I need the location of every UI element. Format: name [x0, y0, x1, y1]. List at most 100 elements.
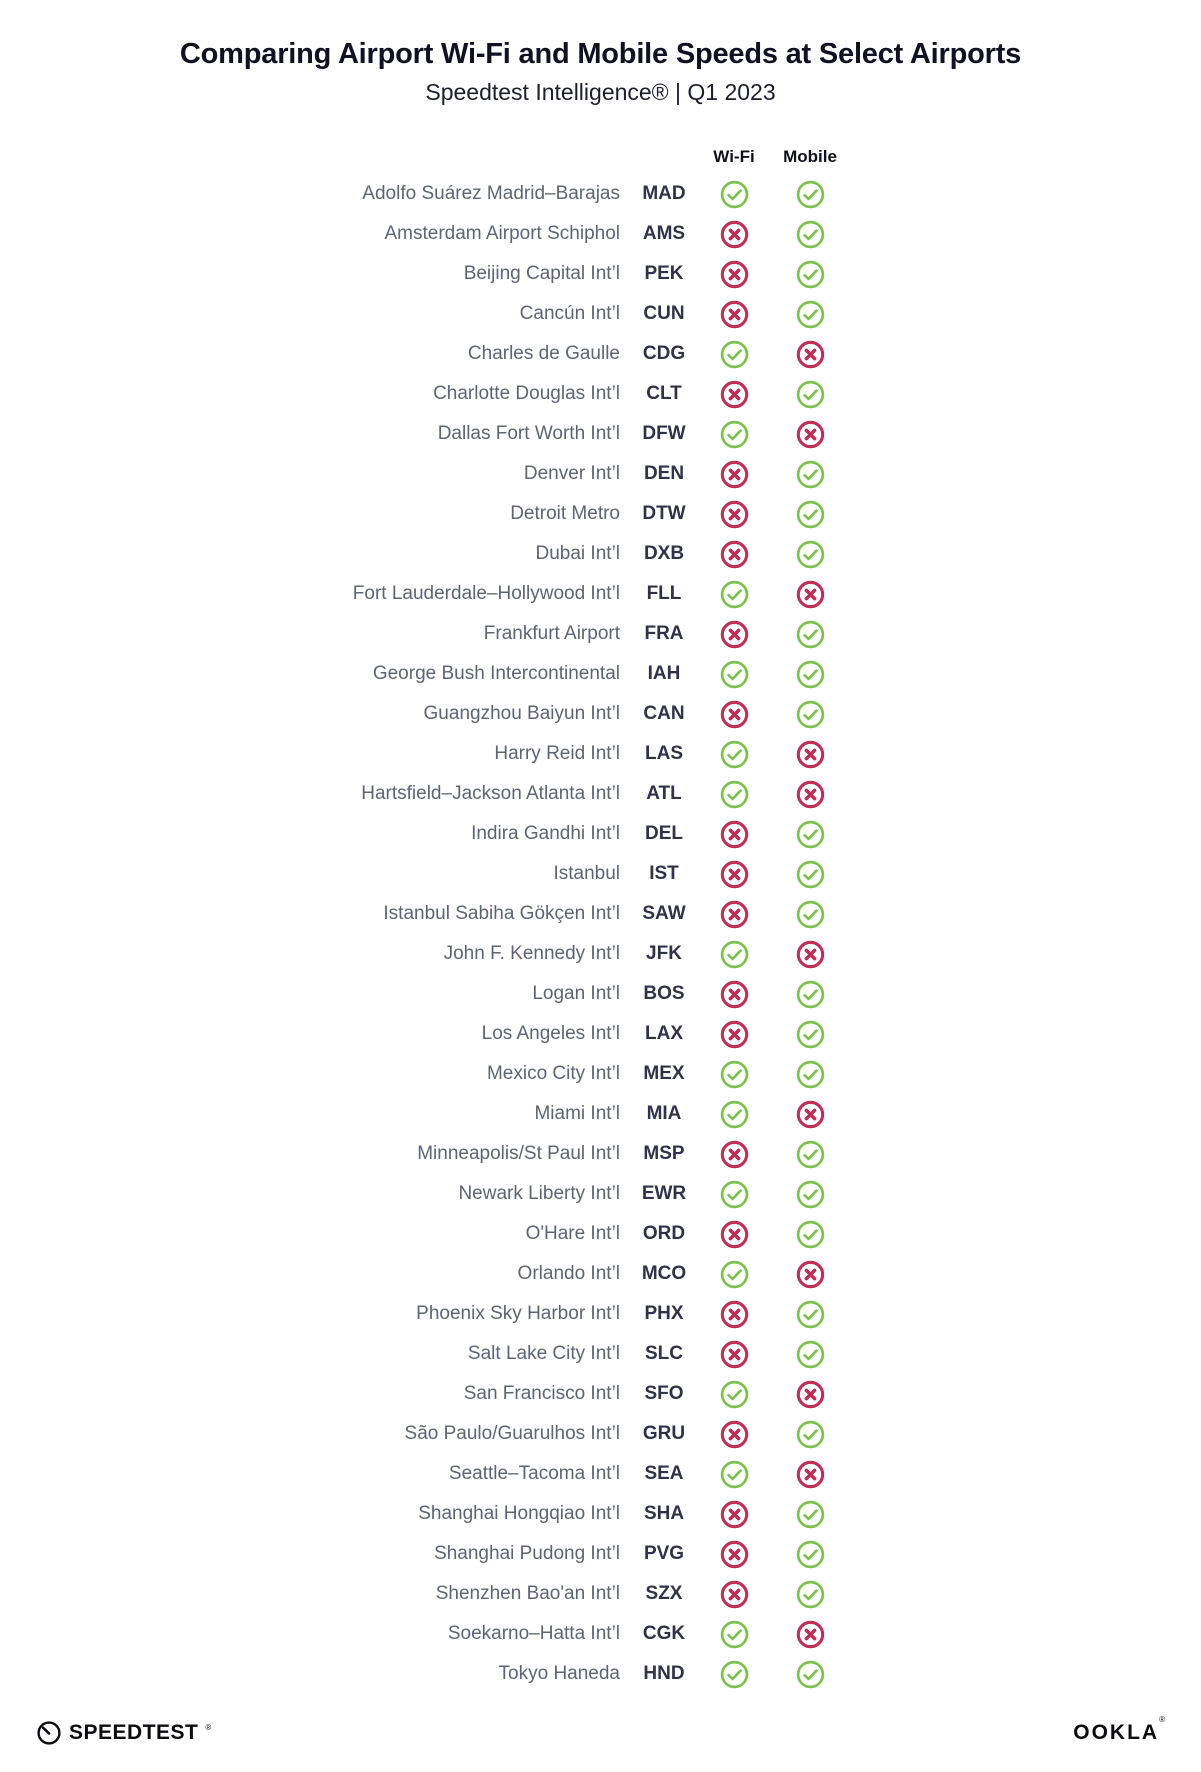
airport-code: SAW [642, 903, 686, 924]
mobile-status-cell [760, 540, 860, 569]
wifi-status-cell [708, 1180, 760, 1209]
airport-code: MEX [643, 1063, 685, 1084]
table-row: Mexico City Int’l MEX [0, 1054, 1201, 1094]
mobile-check-circle-icon [796, 1660, 824, 1688]
table-row: Denver Int’l DEN [0, 454, 1201, 494]
wifi-status-cell [708, 580, 760, 609]
speedtest-trademark: ® [205, 1722, 212, 1732]
wifi-x-circle-icon [720, 700, 748, 728]
airport-name: Shanghai Hongqiao Int’l [418, 1503, 620, 1524]
airport-name: Minneapolis/St Paul Int’l [417, 1143, 620, 1164]
airport-name: Indira Gandhi Int’l [471, 823, 620, 844]
mobile-status-cell [760, 1100, 860, 1129]
ookla-logo: OOKLA® [1073, 1715, 1165, 1745]
mobile-status-cell [760, 620, 860, 649]
table-row: Harry Reid Int’l LAS [0, 734, 1201, 774]
speedtest-wordmark: SPEEDTEST [69, 1721, 199, 1744]
mobile-status-cell [760, 1540, 860, 1569]
airport-code: PVG [643, 1543, 685, 1564]
table-row: Soekarno–Hatta Int’l CGK [0, 1614, 1201, 1654]
airport-name: Salt Lake City Int’l [467, 1343, 620, 1364]
mobile-check-circle-icon [796, 540, 824, 568]
wifi-status-cell [708, 500, 760, 529]
wifi-status-cell [708, 740, 760, 769]
airport-name: Amsterdam Airport Schiphol [384, 223, 621, 244]
table-row: Amsterdam Airport Schiphol AMS [0, 214, 1201, 254]
wifi-status-cell [708, 1500, 760, 1529]
table-row: Detroit Metro DTW [0, 494, 1201, 534]
airport-code: BOS [643, 983, 685, 1004]
table-row: Tokyo Haneda HND [0, 1654, 1201, 1694]
airport-code: SLC [645, 1343, 683, 1364]
mobile-check-circle-icon [796, 700, 824, 728]
wifi-status-cell [708, 220, 760, 249]
airport-name: Istanbul [553, 863, 620, 884]
airport-code: CDG [642, 343, 686, 364]
airport-name: Soekarno–Hatta Int’l [447, 1623, 620, 1644]
wifi-check-circle-icon [720, 340, 748, 368]
airport-name: John F. Kennedy Int’l [443, 943, 620, 964]
mobile-check-circle-icon [796, 460, 824, 488]
mobile-check-circle-icon [796, 900, 824, 928]
mobile-check-circle-icon [796, 1180, 824, 1208]
table-row: Salt Lake City Int’l SLC [0, 1334, 1201, 1374]
airport-name: Denver Int’l [523, 463, 620, 484]
table-row: Istanbul Sabiha Gökçen Int’l SAW [0, 894, 1201, 934]
mobile-x-circle-icon [796, 340, 824, 368]
mobile-x-circle-icon [796, 580, 824, 608]
wifi-x-circle-icon [720, 900, 748, 928]
mobile-status-cell [760, 340, 860, 369]
airport-code: ATL [646, 783, 682, 804]
table-row: São Paulo/Guarulhos Int’l GRU [0, 1414, 1201, 1454]
mobile-status-cell [760, 1180, 860, 1209]
wifi-status-cell [708, 380, 760, 409]
airport-code: EWR [641, 1183, 687, 1204]
wifi-x-circle-icon [720, 1540, 748, 1568]
wifi-x-circle-icon [720, 860, 748, 888]
wifi-x-circle-icon [720, 1340, 748, 1368]
wifi-check-circle-icon [720, 740, 748, 768]
mobile-x-circle-icon [796, 420, 824, 448]
airport-name: San Francisco Int’l [463, 1383, 620, 1404]
wifi-x-circle-icon [720, 540, 748, 568]
table-row: John F. Kennedy Int’l JFK [0, 934, 1201, 974]
wifi-status-cell [708, 660, 760, 689]
wifi-x-circle-icon [720, 980, 748, 1008]
mobile-status-cell [760, 1500, 860, 1529]
airport-name: Newark Liberty Int’l [458, 1183, 620, 1204]
wifi-status-cell [708, 1020, 760, 1049]
airport-code: DEL [645, 823, 683, 844]
wifi-status-cell [708, 340, 760, 369]
table-row: Beijing Capital Int’l PEK [0, 254, 1201, 294]
mobile-status-cell [760, 460, 860, 489]
wifi-x-circle-icon [720, 1020, 748, 1048]
wifi-check-circle-icon [720, 940, 748, 968]
wifi-status-cell [708, 1660, 760, 1689]
airport-code: PEK [644, 263, 684, 284]
airport-code: LAS [645, 743, 683, 764]
wifi-status-cell [708, 860, 760, 889]
airport-code: CAN [643, 703, 685, 724]
table-row: O'Hare Int’l ORD [0, 1214, 1201, 1254]
wifi-x-circle-icon [720, 460, 748, 488]
wifi-status-cell [708, 1540, 760, 1569]
footer: SPEEDTEST ® OOKLA® [0, 1715, 1201, 1750]
airport-name: Istanbul Sabiha Gökçen Int’l [383, 903, 620, 924]
table-row: Seattle–Tacoma Int’l SEA [0, 1454, 1201, 1494]
mobile-x-circle-icon [796, 740, 824, 768]
mobile-status-cell [760, 980, 860, 1009]
airport-code: SHA [643, 1503, 685, 1524]
mobile-check-circle-icon [796, 820, 824, 848]
column-header-wifi: Wi-Fi [713, 147, 755, 166]
mobile-status-cell [760, 1580, 860, 1609]
wifi-x-circle-icon [720, 300, 748, 328]
airport-code: AMS [642, 223, 686, 244]
wifi-x-circle-icon [720, 380, 748, 408]
table-row: San Francisco Int’l SFO [0, 1374, 1201, 1414]
airport-code: IAH [647, 663, 681, 684]
airport-code: CGK [642, 1623, 686, 1644]
mobile-x-circle-icon [796, 940, 824, 968]
airport-code: MAD [642, 183, 686, 204]
airport-code: DXB [643, 543, 685, 564]
airport-name: Detroit Metro [510, 503, 620, 524]
